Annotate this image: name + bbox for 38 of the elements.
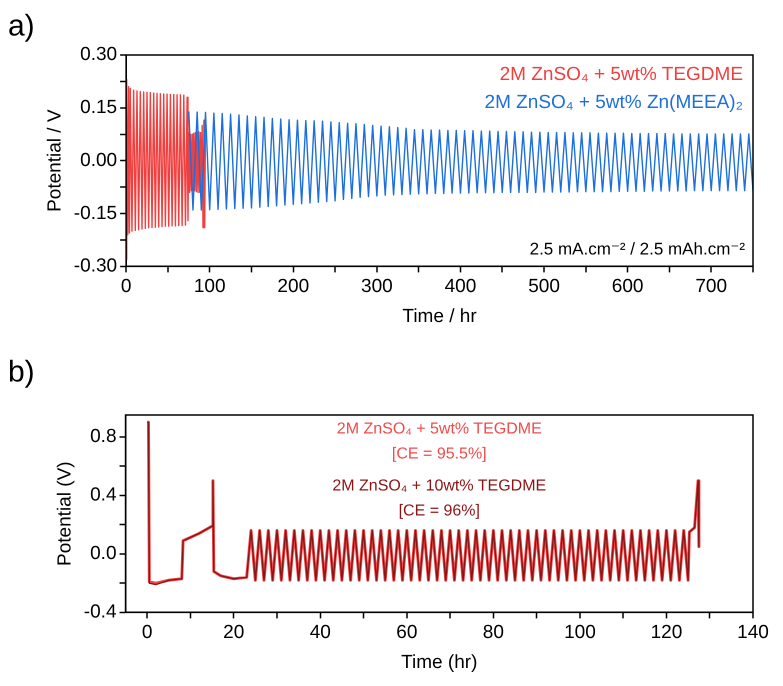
x-tick-label: 120 [650,622,682,644]
series-label: 2M ZnSO₄ + 5wt% Zn(MEEA)₂ [484,92,743,114]
x-tick-label: 200 [277,276,310,298]
y-tick-label: 0.8 [90,426,117,448]
x-axis-title: Time (hr) [401,652,478,673]
y-axis-title: Potential (V) [54,461,76,566]
annotation: 2.5 mA.cm⁻² / 2.5 mAh.cm⁻² [530,240,746,259]
x-tick-label: 400 [444,276,476,298]
chart-title: a) [8,9,35,42]
y-tick-label: 0.4 [90,484,117,506]
x-tick-label: 500 [528,276,560,298]
x-tick-label: 300 [361,276,393,298]
annotation: [CE = 95.5%] [392,445,487,462]
y-tick-label: -0.15 [74,202,118,224]
x-tick-label: 20 [223,622,244,644]
x-tick-label: 40 [310,622,331,644]
text: 2M ZnSO₄ + 5wt% TEGDME [500,64,743,86]
y-axis-title: Potential / V [44,109,66,212]
y-tick-label: 0.0 [90,543,117,564]
y-tick-label: -0.30 [74,256,118,277]
text: 2M ZnSO₄ + 10wt% TEGDME [332,477,546,494]
annotation: [CE = 96%] [398,502,480,520]
text: 2M ZnSO₄ + 5wt% TEGDME [336,420,542,438]
y-tick-label: -0.4 [84,602,117,623]
x-axis-title: Time / hr [402,306,478,327]
x-tick-label: 700 [695,276,728,298]
x-tick-label: 600 [612,276,644,298]
x-tick-label: 80 [482,622,504,644]
x-tick-label: 0 [142,622,152,644]
y-tick-label: 0.30 [80,44,118,66]
x-tick-label: 100 [564,622,596,644]
y-tick-label: 0.15 [80,97,118,118]
x-tick-label: 60 [396,622,418,644]
y-tick-label: 0.00 [80,150,118,171]
x-tick-label: 140 [737,622,769,644]
x-tick-label: 0 [120,276,132,298]
chart-title: b) [8,355,35,388]
x-tick-label: 100 [194,276,226,298]
